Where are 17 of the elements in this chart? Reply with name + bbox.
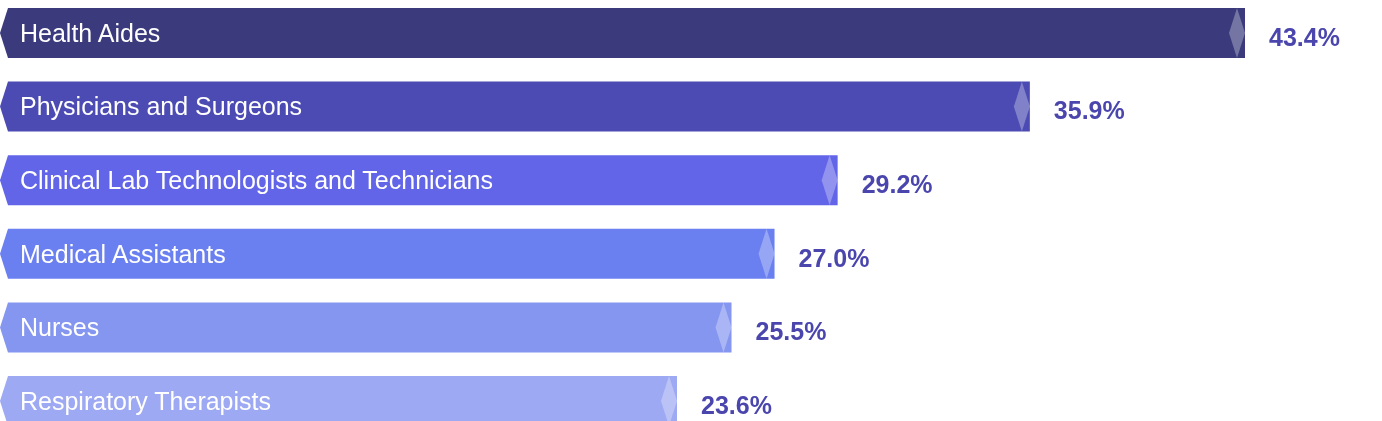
y-tick-label: Health Aides bbox=[20, 18, 161, 47]
data-label: 23.6% bbox=[701, 390, 772, 419]
bar bbox=[0, 8, 1245, 58]
y-tick-label: Nurses bbox=[20, 313, 100, 342]
y-tick-label: Clinical Lab Technologists and Technicians bbox=[20, 165, 493, 194]
data-label: 27.0% bbox=[798, 243, 870, 272]
y-tick-label: Medical Assistants bbox=[20, 239, 226, 268]
bar bbox=[0, 155, 838, 206]
bar bbox=[0, 302, 732, 353]
data-label: 43.4% bbox=[1269, 22, 1340, 51]
y-tick-label: Physicians and Surgeons bbox=[20, 92, 303, 121]
bar bbox=[0, 228, 775, 279]
bar bbox=[0, 81, 1030, 132]
y-tick-label: Respiratory Therapists bbox=[20, 386, 272, 415]
data-label: 35.9% bbox=[1053, 96, 1125, 125]
data-label: 29.2% bbox=[861, 169, 933, 198]
data-label: 25.5% bbox=[755, 317, 827, 346]
